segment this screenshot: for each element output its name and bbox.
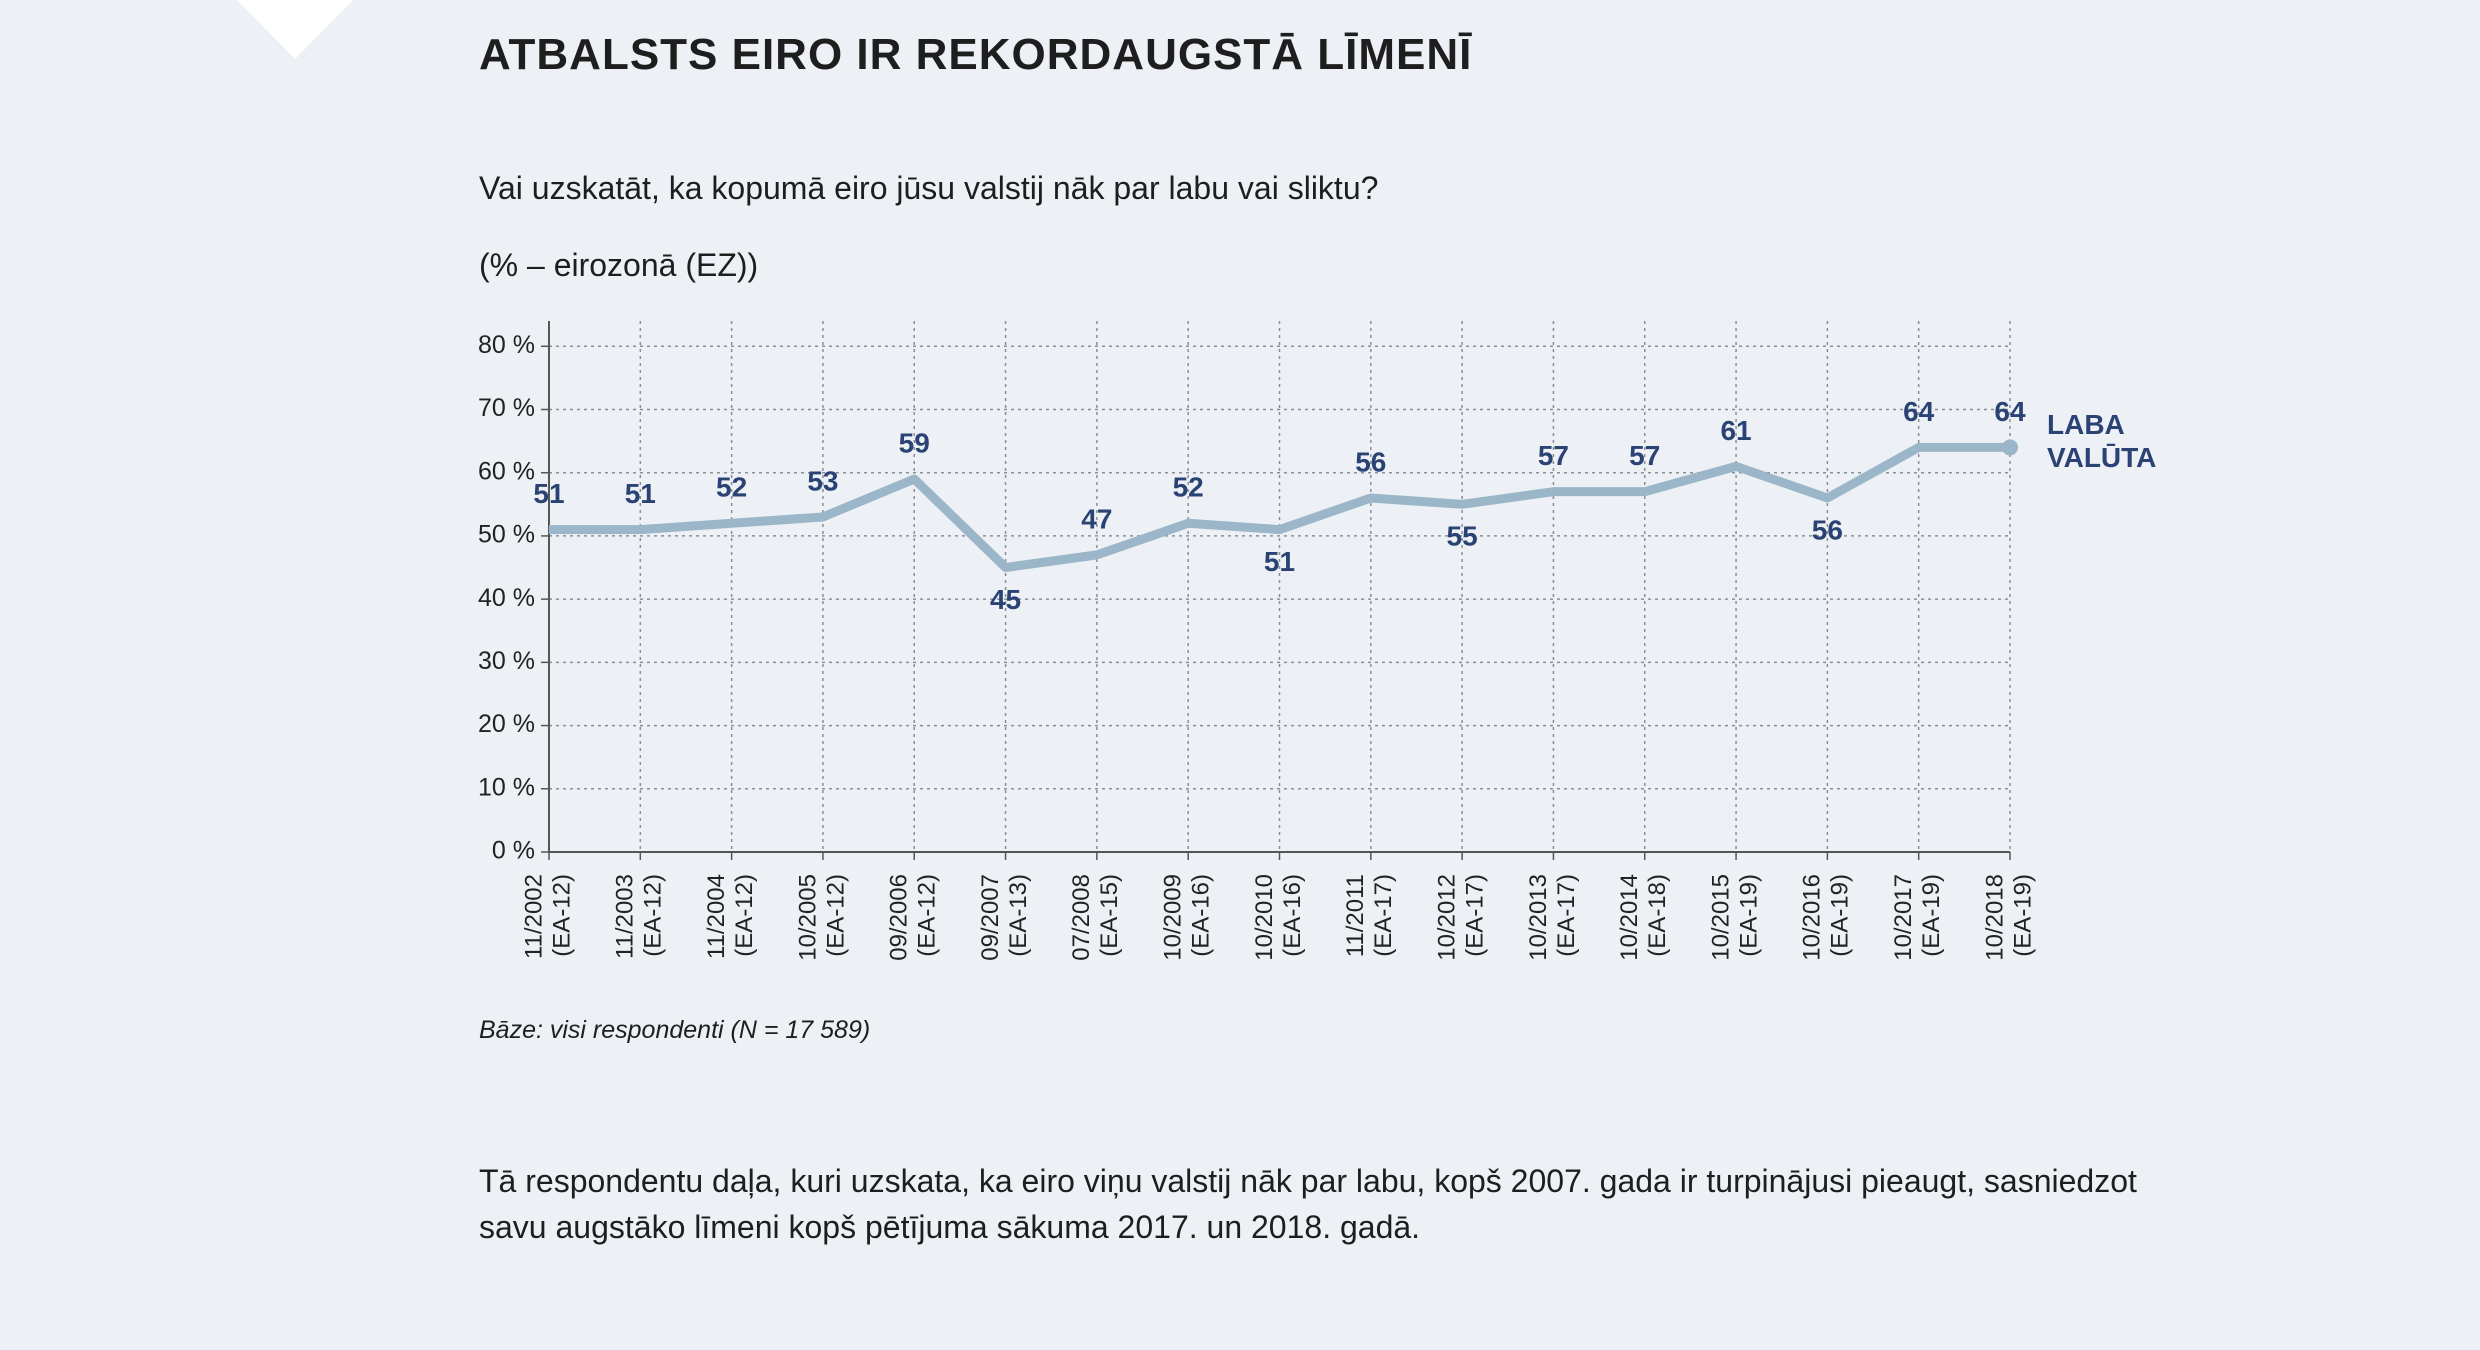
y-tick-label: 70 %: [478, 394, 535, 422]
x-tick-label: 10/2014: [1616, 874, 1643, 961]
value-label: 51: [533, 478, 564, 509]
x-tick-note: (EA-18): [1644, 874, 1671, 957]
x-tick-note: (EA-12): [914, 874, 941, 957]
x-tick-label: 07/2008: [1068, 874, 1095, 961]
x-tick-label: 10/2012: [1433, 874, 1460, 961]
end-marker: [2002, 439, 2018, 456]
x-tick-label: 10/2013: [1525, 874, 1552, 961]
x-tick-note: (EA-19): [1918, 874, 1945, 957]
series-line: [549, 442, 2010, 573]
x-tick-note: (EA-12): [640, 874, 667, 957]
x-tick-label: 10/2010: [1251, 874, 1278, 961]
value-label: 47: [1081, 503, 1112, 534]
x-tick-label: 11/2004: [703, 874, 730, 959]
x-tick-note: (EA-19): [2009, 874, 2036, 957]
chart-subtitle: Vai uzskatāt, ka kopumā eiro jūsu valsti…: [479, 170, 1379, 206]
value-label: 57: [1538, 440, 1569, 471]
chart-title: ATBALSTS EIRO IR REKORDAUGSTĀ LĪMENĪ: [479, 30, 1473, 79]
x-tick-note: (EA-16): [1188, 874, 1215, 957]
x-tick-note: (EA-17): [1461, 874, 1488, 957]
value-label: 52: [1173, 472, 1204, 503]
x-tick-label: 11/2003: [612, 874, 639, 959]
value-label: 61: [1720, 415, 1751, 446]
x-tick-label: 10/2016: [1799, 874, 1826, 961]
x-tick-note: (EA-15): [1096, 874, 1123, 957]
value-label: 53: [807, 465, 838, 496]
x-tick-label: 10/2015: [1707, 874, 1734, 961]
y-tick-label: 50 %: [478, 521, 535, 549]
x-tick-note: (EA-19): [1827, 874, 1854, 957]
legend-label: LABA VALŪTA: [2047, 409, 2157, 473]
value-label: 56: [1355, 446, 1386, 477]
x-tick-note: (EA-17): [1370, 874, 1397, 957]
value-label: 59: [899, 427, 930, 458]
y-tick-label: 40 %: [478, 584, 535, 612]
value-label: 57: [1629, 440, 1660, 471]
x-tick-label: 10/2009: [1160, 874, 1187, 961]
value-label: 51: [1264, 546, 1295, 577]
x-tick-label: 11/2011: [1342, 874, 1369, 957]
tab-marker: [237, 0, 353, 59]
y-tick-label: 20 %: [478, 710, 535, 738]
y-tick-label: 30 %: [478, 647, 535, 675]
x-tick-note: (EA-16): [1279, 874, 1306, 957]
value-label: 55: [1447, 521, 1478, 552]
x-tick-label: 11/2002: [520, 874, 547, 959]
y-tick-label: 60 %: [478, 457, 535, 485]
value-label: 52: [716, 472, 747, 503]
note: Bāze: visi respondenti (N = 17 589): [479, 1016, 871, 1044]
x-tick-label: 09/2006: [886, 874, 913, 961]
x-tick-note: (EA-17): [1553, 874, 1580, 957]
y-tick-label: 80 %: [478, 331, 535, 359]
x-tick-label: 10/2017: [1890, 874, 1917, 961]
body-text: Tā respondentu daļa, kuri uzskata, ka ei…: [479, 1163, 2137, 1245]
x-tick-label: 10/2018: [1981, 874, 2008, 961]
x-tick-note: (EA-12): [822, 874, 849, 957]
x-tick-note: (EA-13): [1005, 874, 1032, 957]
value-label: 45: [990, 584, 1021, 615]
x-tick-note: (EA-19): [1735, 874, 1762, 957]
value-label: 64: [1903, 396, 1935, 427]
x-tick-label: 10/2005: [794, 874, 821, 961]
x-tick-note: (EA-12): [731, 874, 758, 957]
value-label: 56: [1812, 514, 1843, 545]
y-tick-label: 10 %: [478, 773, 535, 801]
y-tick-label: 0 %: [492, 837, 535, 865]
y-axis-label: (% – eirozonā (EZ)): [479, 247, 759, 283]
value-label: 51: [625, 478, 656, 509]
x-tick-note: (EA-12): [548, 874, 575, 957]
value-label: 64: [1994, 396, 2026, 427]
x-tick-label: 09/2007: [977, 874, 1004, 961]
